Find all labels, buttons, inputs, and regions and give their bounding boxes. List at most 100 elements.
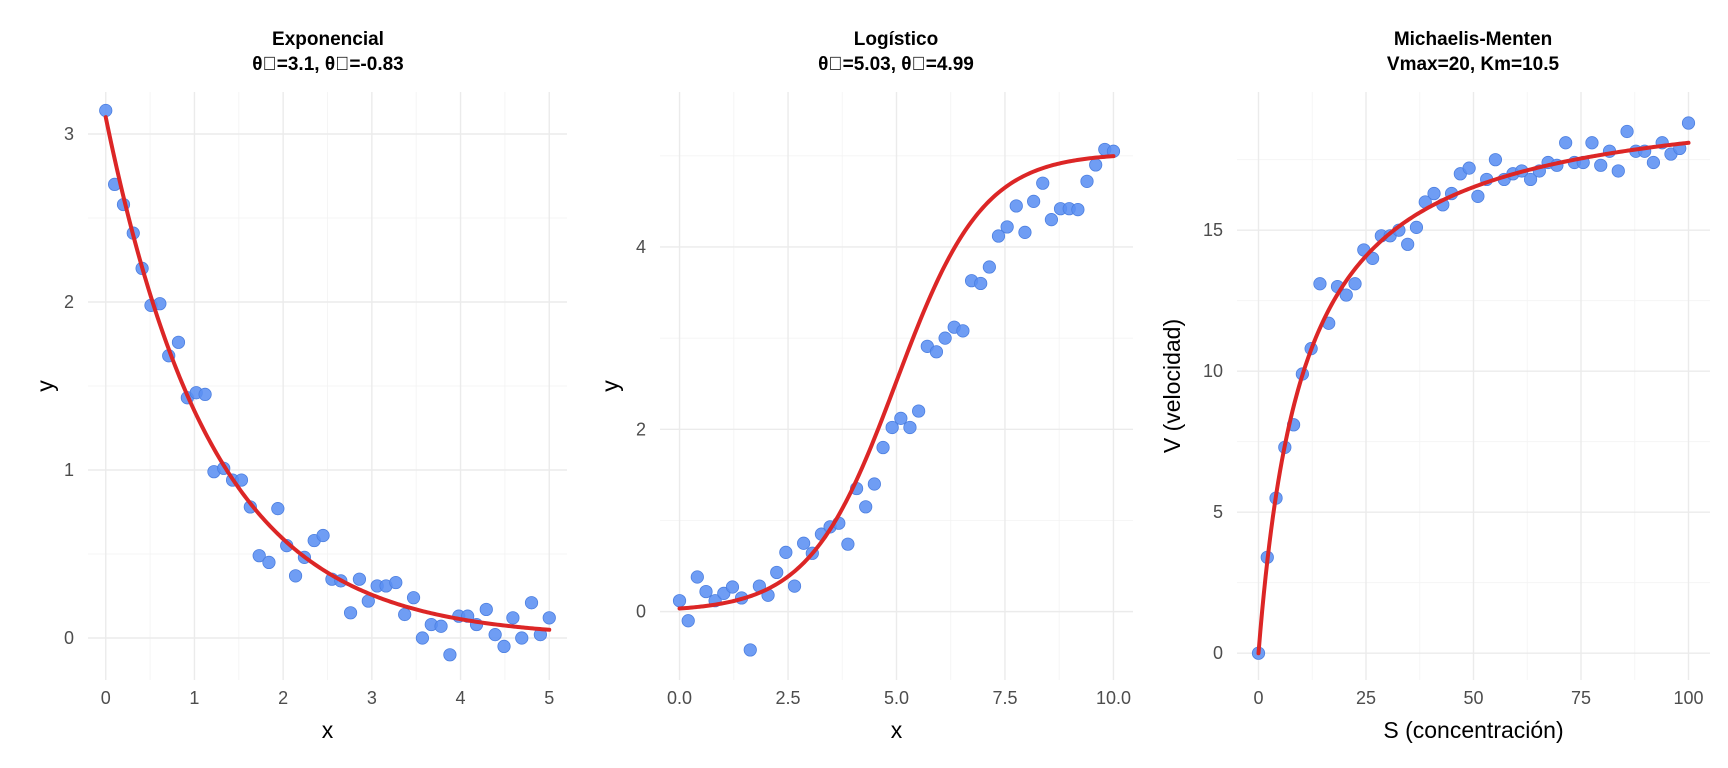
x-axis-title: x: [322, 717, 334, 743]
y-tick-label: 3: [64, 124, 74, 144]
x-tick-label: 0: [101, 688, 111, 708]
y-tick-label: 0: [636, 602, 646, 622]
data-point: [982, 260, 996, 274]
y-tick-label: 0: [64, 628, 74, 648]
data-point: [1594, 158, 1608, 172]
panel-subtitle: Vmax=20, Km=10.5: [1387, 54, 1560, 75]
x-tick-label: 2: [278, 688, 288, 708]
data-point: [406, 591, 421, 605]
fit-line: [103, 115, 552, 632]
data-point: [1080, 174, 1094, 188]
data-point: [398, 607, 412, 622]
data-point: [1620, 124, 1634, 139]
data-point: [352, 572, 367, 586]
data-point: [991, 229, 1006, 243]
data-point: [1089, 158, 1103, 172]
data-point: [876, 440, 890, 455]
fit-line: [1256, 140, 1691, 656]
panel-2: 0.0 2.5 5.0 7.5 10.0 0 2 4 Logístico θ =5.03, θ =…: [597, 29, 1133, 743]
data-point: [974, 276, 988, 291]
panel-subtitle: θ =3.1, θ =-0.83: [252, 54, 404, 75]
data-point: [1523, 172, 1538, 187]
data-point: [262, 555, 276, 570]
data-point: [743, 643, 757, 657]
x-axis-title: x: [891, 717, 903, 743]
x-tick-label: 10.0: [1096, 688, 1131, 708]
data-point: [912, 404, 926, 418]
y-tick-label: 2: [64, 292, 74, 312]
x-tick-label: 50: [1463, 688, 1483, 708]
data-point: [894, 411, 908, 425]
data-point: [497, 639, 511, 654]
x-tick-label: 7.5: [992, 688, 1017, 708]
data-point: [1409, 220, 1424, 234]
data-point: [841, 537, 855, 551]
y-axis-title: y: [32, 380, 58, 392]
data-point: [99, 103, 113, 118]
data-point: [1585, 136, 1599, 150]
data-point: [725, 580, 740, 594]
panel-subtitle: θ =5.03, θ =4.99: [818, 54, 974, 75]
data-point: [198, 387, 212, 401]
x-tick-label: 25: [1356, 688, 1376, 708]
y-tick-label: 4: [636, 237, 646, 257]
data-point: [506, 611, 520, 625]
data-point: [524, 596, 539, 610]
x-tick-label: 100: [1673, 688, 1703, 708]
data-point: [1018, 225, 1032, 239]
data-point: [1681, 116, 1696, 130]
data-point: [479, 602, 493, 617]
y-axis-title: V (velocidad): [1159, 319, 1185, 453]
y-axis-title: y: [597, 380, 623, 392]
data-point: [343, 606, 358, 620]
data-point: [252, 549, 266, 563]
data-point: [1339, 288, 1353, 302]
panel-title: Michaelis-Menten: [1394, 29, 1552, 50]
panel-3: 0 25 50 75 100 0 5 10 15 Michaelis-Menten Vmax=20,…: [1159, 29, 1710, 743]
data-point: [1027, 194, 1041, 208]
data-point: [699, 584, 713, 599]
data-point: [434, 619, 448, 633]
panel-title: Exponencial: [272, 29, 384, 50]
x-tick-label: 3: [367, 688, 377, 708]
data-point: [867, 477, 881, 491]
data-point: [672, 594, 687, 608]
data-point: [1401, 237, 1415, 251]
data-point: [903, 420, 917, 435]
data-point: [288, 569, 303, 583]
data-point: [690, 570, 704, 584]
data-point: [1427, 186, 1441, 201]
data-point: [1313, 277, 1327, 291]
data-point: [1348, 277, 1362, 291]
data-point: [1488, 153, 1503, 167]
data-point: [1071, 203, 1085, 217]
data-point: [859, 500, 873, 514]
data-point: [779, 545, 793, 559]
data-point: [1611, 164, 1625, 178]
x-tick-label: 1: [189, 688, 199, 708]
y-tick-label: 5: [1213, 502, 1223, 522]
data-point: [956, 324, 970, 338]
x-tick-label: 4: [456, 688, 466, 708]
y-tick-label: 1: [64, 460, 74, 480]
y-tick-label: 15: [1203, 220, 1223, 240]
x-axis-title: S (concentración): [1383, 717, 1563, 743]
x-tick-label: 0: [1253, 688, 1263, 708]
data-point: [681, 614, 695, 628]
data-point: [787, 579, 802, 593]
y-tick-label: 0: [1213, 643, 1223, 663]
fit-line: [677, 154, 1116, 611]
data-point: [770, 565, 784, 580]
data-point: [1559, 136, 1573, 150]
x-tick-label: 75: [1571, 688, 1591, 708]
data-point: [488, 628, 502, 642]
data-point: [938, 331, 952, 345]
grid-lines: [1237, 92, 1710, 680]
x-tick-label: 2.5: [775, 688, 800, 708]
data-point: [885, 420, 899, 435]
data-point: [1000, 220, 1014, 234]
grid-lines: [88, 92, 567, 680]
data-point: [1044, 213, 1059, 227]
data-point: [443, 648, 457, 662]
